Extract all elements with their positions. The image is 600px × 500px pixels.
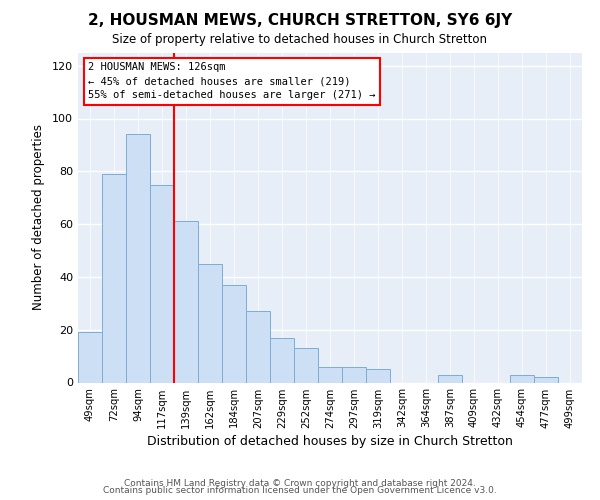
- Y-axis label: Number of detached properties: Number of detached properties: [32, 124, 45, 310]
- Bar: [126, 134, 150, 382]
- Bar: [366, 370, 390, 382]
- Bar: [318, 366, 342, 382]
- Bar: [270, 338, 294, 382]
- Bar: [294, 348, 318, 382]
- Bar: [534, 377, 558, 382]
- Text: Contains HM Land Registry data © Crown copyright and database right 2024.: Contains HM Land Registry data © Crown c…: [124, 478, 476, 488]
- Bar: [198, 264, 222, 382]
- Bar: [438, 374, 462, 382]
- X-axis label: Distribution of detached houses by size in Church Stretton: Distribution of detached houses by size …: [147, 434, 513, 448]
- Bar: [222, 285, 246, 382]
- Text: Size of property relative to detached houses in Church Stretton: Size of property relative to detached ho…: [113, 32, 487, 46]
- Text: 2, HOUSMAN MEWS, CHURCH STRETTON, SY6 6JY: 2, HOUSMAN MEWS, CHURCH STRETTON, SY6 6J…: [88, 12, 512, 28]
- Bar: [510, 374, 534, 382]
- Bar: [102, 174, 126, 382]
- Text: Contains public sector information licensed under the Open Government Licence v3: Contains public sector information licen…: [103, 486, 497, 495]
- Bar: [174, 222, 198, 382]
- Bar: [150, 184, 174, 382]
- Text: 2 HOUSMAN MEWS: 126sqm
← 45% of detached houses are smaller (219)
55% of semi-de: 2 HOUSMAN MEWS: 126sqm ← 45% of detached…: [88, 62, 376, 100]
- Bar: [342, 366, 366, 382]
- Bar: [78, 332, 102, 382]
- Bar: [246, 311, 270, 382]
